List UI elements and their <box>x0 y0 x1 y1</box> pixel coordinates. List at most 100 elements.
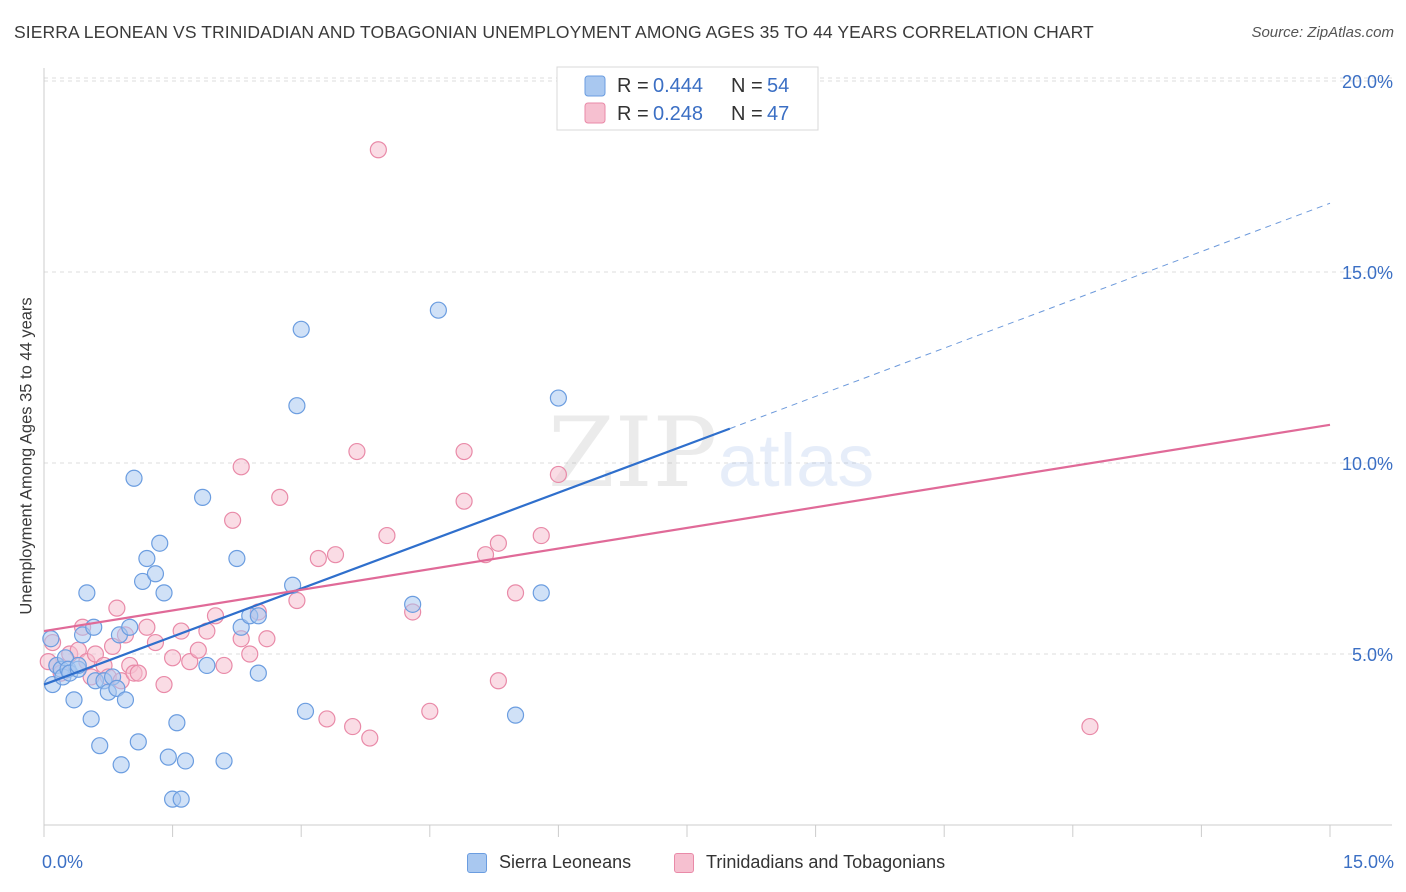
data-point-trinidadian <box>549 465 568 484</box>
data-point-trinidadian <box>288 591 306 610</box>
legend-item-sierra-leoneans: Sierra Leoneans <box>467 852 631 873</box>
data-point-trinidadian <box>164 649 182 667</box>
data-point-sierra-leonean <box>82 710 100 728</box>
data-point-trinidadian <box>489 672 507 690</box>
legend-n-label-1: N = <box>731 75 763 97</box>
data-point-sierra-leonean <box>292 320 310 338</box>
data-point-sierra-leonean <box>288 397 306 415</box>
data-point-trinidadian <box>155 675 173 694</box>
data-point-trinidadian <box>108 599 126 617</box>
data-point-sierra-leonean <box>549 389 568 407</box>
data-point-trinidadian <box>181 653 199 671</box>
data-point-trinidadian <box>189 641 207 659</box>
legend-r-label-1: R = <box>617 75 649 97</box>
data-point-trinidadian <box>455 442 473 461</box>
data-point-sierra-leonean <box>506 706 525 724</box>
legend-swatch-blue <box>584 75 606 97</box>
data-point-sierra-leonean <box>532 584 550 602</box>
data-point-trinidadian <box>232 458 250 476</box>
data-point-trinidadian <box>318 710 336 728</box>
legend-n-value-2: 47 <box>767 103 789 125</box>
data-point-sierra-leonean <box>42 630 60 648</box>
data-point-sierra-leonean <box>249 607 267 625</box>
legend-label-sierra-leoneans: Sierra Leoneans <box>499 852 632 872</box>
legend-swatch-pink <box>584 102 606 124</box>
data-point-sierra-leonean <box>168 714 186 732</box>
y-tick-label: 20.0% <box>1342 72 1393 92</box>
data-point-sierra-leonean <box>232 618 250 636</box>
trendline-sierra-leonean-extension <box>729 202 1331 430</box>
data-point-sierra-leonean <box>125 469 143 487</box>
watermark-atlas: atlas <box>718 419 874 502</box>
data-point-sierra-leonean <box>215 752 233 770</box>
data-point-sierra-leonean <box>404 595 422 613</box>
y-tick-label: 5.0% <box>1352 645 1393 665</box>
data-point-sierra-leonean <box>172 790 190 808</box>
data-point-trinidadian <box>215 656 233 675</box>
data-point-sierra-leonean <box>194 488 212 506</box>
y-tick-labels: 5.0% 10.0% 15.0% 20.0% <box>1342 72 1393 665</box>
chart-title: SIERRA LEONEAN VS TRINIDADIAN AND TOBAGO… <box>14 22 1094 42</box>
data-point-trinidadian <box>455 492 473 510</box>
data-point-sierra-leonean <box>116 691 135 709</box>
data-point-trinidadian <box>344 717 362 736</box>
trendline-trinidadian <box>43 423 1331 633</box>
y-tick-label: 15.0% <box>1342 263 1393 283</box>
data-point-trinidadian <box>138 618 156 636</box>
watermark-zip: ZIP <box>548 397 717 509</box>
legend-r-label-2: R = <box>617 103 649 125</box>
correlation-legend: R = 0.444 N = 54 R = 0.248 N = 47 <box>556 66 819 131</box>
data-point-sierra-leonean <box>228 549 246 568</box>
y-tick-label: 10.0% <box>1342 454 1393 474</box>
data-point-sierra-leonean <box>176 752 195 770</box>
legend-item-trinidadians: Trinidadians and Tobagonians <box>674 852 945 873</box>
data-point-sierra-leonean <box>133 572 152 591</box>
legend-n-label-2: N = <box>731 103 763 125</box>
data-point-trinidadian <box>129 664 147 682</box>
data-point-trinidadian <box>326 546 345 564</box>
x-tick-min: 0.0% <box>42 852 84 872</box>
data-point-sierra-leonean <box>159 748 177 766</box>
data-point-trinidadian <box>241 645 259 663</box>
data-point-sierra-leonean <box>138 549 156 568</box>
data-point-sierra-leonean <box>78 584 96 602</box>
data-point-sierra-leonean <box>198 656 216 675</box>
legend-swatch-sierra-leoneans <box>467 852 487 873</box>
source-label: Source: ZipAtlas.com <box>1251 24 1394 41</box>
data-point-sierra-leonean <box>249 664 267 682</box>
data-point-sierra-leonean <box>129 733 147 751</box>
data-point-trinidadian <box>86 645 105 663</box>
data-point-trinidadian <box>378 526 396 545</box>
data-point-trinidadian <box>224 511 242 529</box>
gridlines <box>44 77 1392 655</box>
data-point-sierra-leonean <box>146 565 165 583</box>
data-point-trinidadian <box>258 630 276 648</box>
data-point-sierra-leonean <box>151 534 169 552</box>
data-point-trinidadian <box>369 141 387 159</box>
data-point-trinidadian <box>1081 717 1099 736</box>
data-point-trinidadian <box>506 584 525 602</box>
watermark: ZIP atlas <box>548 397 874 509</box>
trendlines <box>43 202 1331 686</box>
data-point-trinidadian <box>532 526 550 545</box>
data-point-sierra-leonean <box>91 737 109 755</box>
legend-swatch-trinidadians <box>674 852 694 873</box>
data-point-sierra-leonean <box>112 756 130 774</box>
data-point-sierra-leonean <box>429 301 447 319</box>
x-tick-max: 15.0% <box>1342 852 1394 872</box>
data-point-trinidadian <box>309 549 327 568</box>
data-point-trinidadian <box>421 702 439 720</box>
series-legend: Sierra Leoneans Trinidadians and Tobagon… <box>0 852 1406 878</box>
data-point-sierra-leonean <box>108 679 126 697</box>
data-point-trinidadian <box>271 488 289 506</box>
legend-label-trinidadians: Trinidadians and Tobagonians <box>706 852 946 872</box>
data-point-sierra-leonean <box>155 584 173 602</box>
data-point-sierra-leonean <box>296 702 315 720</box>
trendline-sierra-leonean <box>43 427 731 686</box>
data-point-trinidadian <box>361 729 379 747</box>
legend-n-value-1: 54 <box>767 75 789 97</box>
data-point-sierra-leonean <box>121 618 139 636</box>
data-point-sierra-leonean <box>65 691 83 709</box>
legend-r-value-2: 0.248 <box>653 103 703 125</box>
